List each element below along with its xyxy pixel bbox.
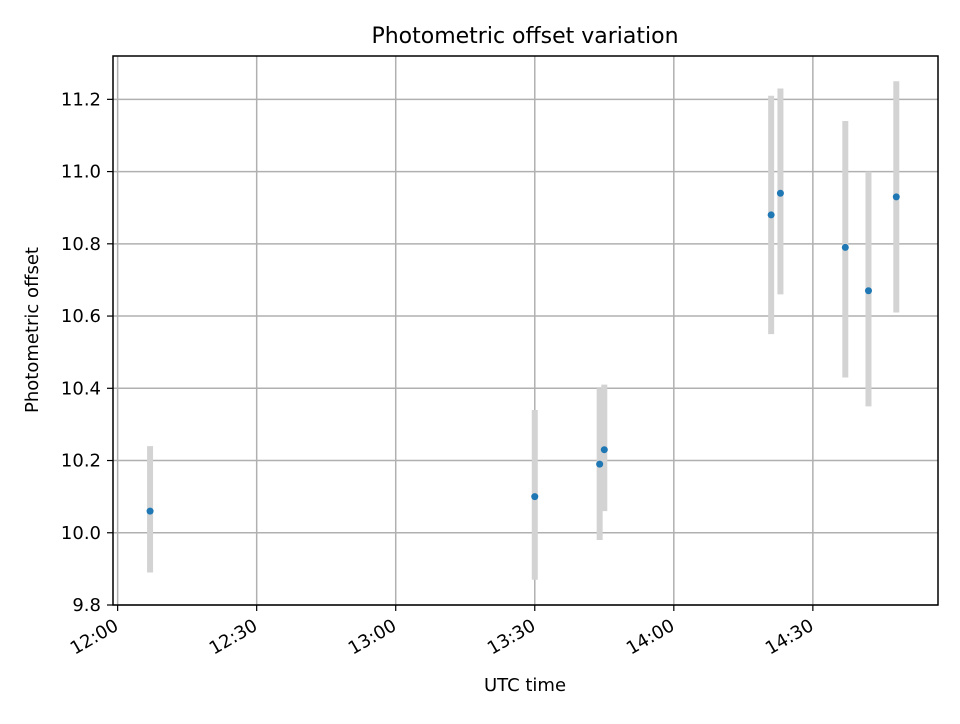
- data-point: [892, 193, 900, 201]
- y-tick-label: 9.8: [72, 595, 101, 616]
- y-axis-label: Photometric offset: [22, 247, 43, 413]
- plot-frame: [112, 55, 939, 606]
- chart-title: Photometric offset variation: [371, 24, 678, 49]
- data-point: [841, 243, 849, 251]
- x-axis-label: UTC time: [484, 675, 566, 696]
- grid-layer: [113, 56, 938, 606]
- data-point: [596, 460, 604, 468]
- y-tick-label: 10.2: [61, 451, 101, 472]
- data-point: [767, 211, 775, 219]
- y-tick-label: 11.0: [61, 162, 101, 183]
- y-axis: 9.8 10.0 10.2 10.4 10.6 10.8 11.0 11.2: [61, 89, 113, 616]
- y-tick-label: 10.6: [61, 306, 101, 327]
- y-tick-label: 10.0: [61, 523, 101, 544]
- y-tick-label: 11.2: [61, 89, 101, 110]
- data-point: [146, 507, 154, 515]
- y-tick-label: 10.8: [61, 234, 101, 255]
- y-tick-label: 10.4: [61, 378, 101, 399]
- data-point: [864, 287, 872, 295]
- data-point: [776, 189, 784, 197]
- data-point: [531, 493, 539, 501]
- point-layer: [146, 189, 900, 515]
- data-point: [600, 446, 608, 454]
